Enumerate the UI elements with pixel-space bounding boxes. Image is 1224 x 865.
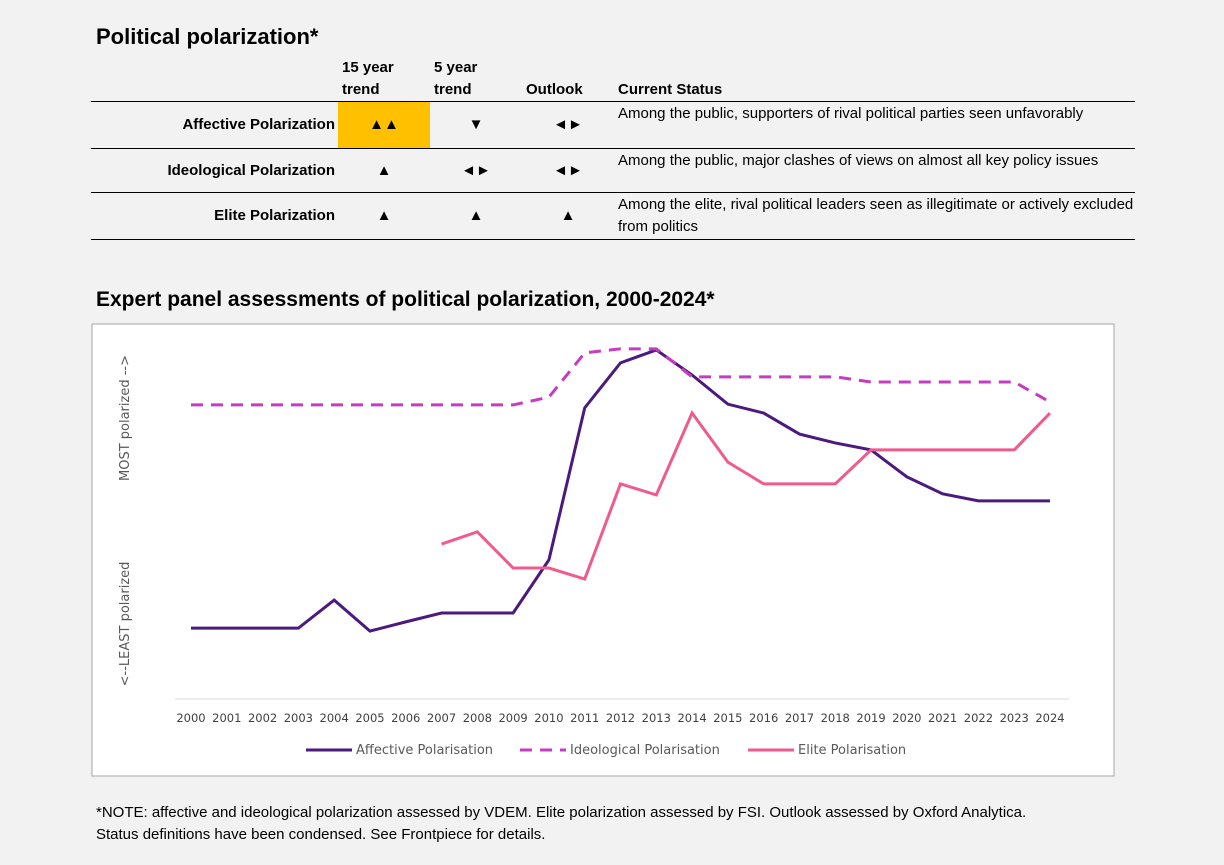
header: Current Status	[618, 81, 723, 98]
x-tick-label: 2023	[1000, 711, 1029, 725]
x-tick-label: 2005	[355, 711, 384, 725]
x-tick-label: 2010	[534, 711, 563, 725]
trend-5: ◄►	[461, 161, 491, 179]
series-line	[441, 410, 1052, 581]
x-tick-label: 2015	[713, 711, 742, 725]
outlook: ◄►	[553, 116, 583, 133]
x-tick-label: 2013	[642, 711, 671, 725]
header: 15 year trend	[342, 59, 394, 98]
trend-15: ▲▲	[369, 116, 399, 133]
row-label: Elite Polarization	[214, 207, 335, 224]
x-tick-label: 2014	[677, 711, 706, 725]
x-tick-label: 2003	[284, 711, 313, 725]
y-label: MOST polarized -->	[118, 355, 133, 481]
chart-title: Expert panel assessments of political po…	[96, 288, 715, 311]
legend-label: Elite Polarisation	[798, 743, 906, 758]
highlight	[338, 102, 430, 148]
outlook: ◄►	[553, 161, 583, 179]
x-tick-label: 2017	[785, 711, 814, 725]
row-label: Affective Polarization	[182, 116, 335, 133]
x-tick-label: 2024	[1035, 711, 1064, 725]
x-tick-label: 2012	[606, 711, 635, 725]
outlook: ▲	[560, 207, 576, 224]
y-label: <--LEAST polarized	[118, 562, 133, 687]
header: 5 year trend	[434, 59, 478, 98]
x-tick-label: 2020	[892, 711, 921, 725]
trend-5: ▼	[468, 116, 484, 133]
legend-label: Affective Polarisation	[356, 743, 493, 758]
rule	[91, 239, 1135, 240]
title: Political polarization*	[96, 24, 319, 49]
x-tick-label: 2011	[570, 711, 599, 725]
status: Among the public, major clashes of views…	[618, 152, 1099, 169]
rule	[91, 192, 1135, 193]
status: Among the public, supporters of rival po…	[618, 105, 1084, 122]
trend-5: ▲	[468, 207, 484, 224]
x-tick-label: 2001	[212, 711, 241, 725]
row-label: Ideological Polarization	[167, 161, 335, 179]
x-tick-label: 2002	[248, 711, 277, 725]
rule	[91, 101, 1135, 102]
x-tick-label: 2000	[176, 711, 205, 725]
x-tick-label: 2006	[391, 711, 420, 725]
x-tick-label: 2008	[463, 711, 492, 725]
x-tick-label: 2007	[427, 711, 456, 725]
x-tick-label: 2004	[320, 711, 349, 725]
legend-label: Ideological Polarisation	[570, 743, 720, 758]
rule	[91, 148, 1135, 149]
x-tick-label: 2021	[928, 711, 957, 725]
chart-frame	[91, 323, 1115, 777]
note: *NOTE: affective and ideological polariz…	[96, 804, 1027, 821]
header: Outlook	[526, 81, 583, 98]
series-line	[191, 348, 1050, 633]
trend-15: ▲	[376, 207, 392, 224]
x-tick-label: 2018	[821, 711, 850, 725]
trend-15: ▲	[376, 161, 392, 179]
note: Status definitions have been condensed. …	[96, 826, 546, 843]
x-tick-label: 2022	[964, 711, 993, 725]
status: Among the elite, rival political leaders…	[618, 196, 1134, 235]
x-tick-label: 2009	[498, 711, 527, 725]
x-tick-label: 2019	[856, 711, 885, 725]
x-tick-label: 2016	[749, 711, 778, 725]
series-line	[191, 347, 1051, 407]
